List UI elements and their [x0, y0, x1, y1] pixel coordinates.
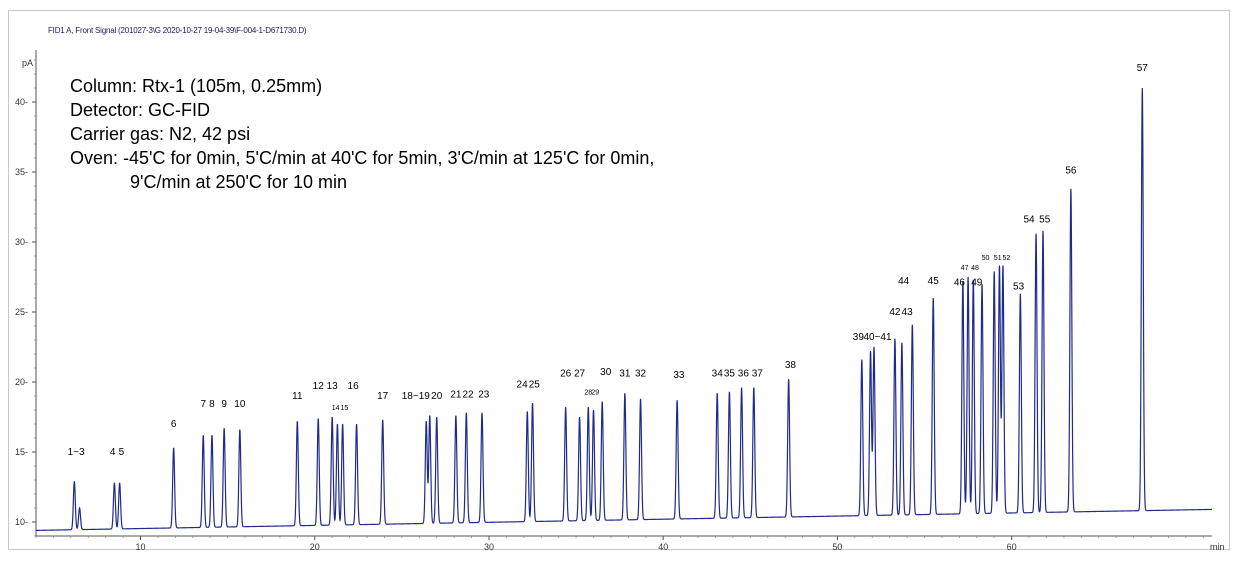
y-axis-unit-label: pA [22, 58, 33, 68]
y-tick-label: 15- [15, 447, 28, 457]
peak-label-56: 56 [1065, 165, 1077, 176]
note-carrier-gas: Carrier gas: N2, 42 psi [70, 124, 251, 144]
x-tick-label: 60 [1007, 542, 1017, 552]
peak-label-7: 7 [200, 399, 206, 410]
peak-label-27: 27 [574, 368, 586, 379]
note-column: Column: Rtx-1 (105m, 0.25mm) [70, 76, 323, 96]
peak-label-51: 51 [994, 255, 1002, 262]
peak-label-14: 14 [332, 405, 340, 412]
peak-label-28: 28 [584, 390, 592, 397]
peak-label-23: 23 [478, 389, 490, 400]
peak-label-31: 31 [619, 368, 631, 379]
peak-label-6: 6 [171, 419, 177, 430]
peak-label-22: 22 [463, 389, 475, 400]
peak-label-49: 49 [971, 277, 983, 288]
peak-label-8: 8 [209, 399, 215, 410]
peak-label-11: 11 [292, 391, 303, 402]
peak-label-26: 26 [560, 368, 572, 379]
y-tick-label: 40- [15, 97, 28, 107]
peak-label-42: 42 [889, 307, 901, 318]
method-annotation: Column: Rtx-1 (105m, 0.25mm) Detector: G… [70, 74, 654, 194]
note-oven-continued: 9'C/min at 250'C for 10 min [130, 172, 347, 192]
peak-label-24: 24 [517, 380, 529, 391]
peak-label-40-41: 40~41 [863, 332, 892, 343]
peak-label-52: 52 [1003, 255, 1011, 262]
peak-label-25: 25 [529, 380, 541, 391]
peak-label-34: 34 [712, 368, 724, 379]
peak-label-5: 5 [119, 447, 125, 458]
peak-label-4: 4 [110, 447, 116, 458]
peak-label-1-3: 1~3 [68, 447, 85, 458]
peak-label-12: 12 [313, 381, 325, 392]
peak-label-47: 47 [961, 265, 969, 272]
peak-label-43: 43 [902, 307, 914, 318]
peak-label-39: 39 [853, 332, 865, 343]
peak-label-17: 17 [377, 391, 389, 402]
y-tick-label: 10- [15, 517, 28, 527]
peak-label-29: 29 [591, 390, 599, 397]
peak-label-48: 48 [971, 265, 979, 272]
note-oven: Oven: -45'C for 0min, 5'C/min at 40'C fo… [70, 148, 655, 168]
peak-label-9: 9 [221, 399, 227, 410]
y-tick-label: 35- [15, 167, 28, 177]
y-tick-label: 30- [15, 237, 28, 247]
peak-label-20: 20 [431, 391, 443, 402]
chart-title: FID1 A, Front Signal (201027-3\G 2020-10… [48, 26, 307, 35]
peak-label-50: 50 [982, 255, 990, 262]
peak-label-30: 30 [600, 367, 612, 378]
plot-frame [8, 10, 1230, 550]
x-tick-label: 40 [658, 542, 668, 552]
peak-label-57: 57 [1137, 63, 1149, 74]
peak-label-36: 36 [738, 368, 750, 379]
peak-label-37: 37 [752, 368, 764, 379]
signal-trace [36, 87, 1212, 531]
x-axis-unit-label: min [1210, 542, 1225, 552]
peak-label-54: 54 [1024, 214, 1036, 225]
peak-label-38: 38 [785, 360, 797, 371]
peak-label-46: 46 [954, 277, 966, 288]
peak-label-44: 44 [898, 276, 910, 287]
peak-label-10: 10 [234, 399, 246, 410]
peak-label-53: 53 [1013, 282, 1025, 293]
peak-label-18-19: 18~19 [402, 391, 431, 402]
peak-label-55: 55 [1039, 214, 1051, 225]
note-detector: Detector: GC-FID [70, 100, 211, 120]
peak-label-21: 21 [450, 389, 462, 400]
peak-label-32: 32 [635, 368, 647, 379]
x-tick-label: 20 [310, 542, 320, 552]
peak-label-33: 33 [673, 370, 685, 381]
peak-label-15: 15 [340, 405, 348, 412]
x-tick-label: 10 [136, 542, 146, 552]
y-tick-label: 20- [15, 377, 28, 387]
peak-label-45: 45 [928, 276, 940, 287]
y-tick-label: 25- [15, 307, 28, 317]
x-tick-label: 50 [832, 542, 842, 552]
peak-label-16: 16 [348, 381, 360, 392]
peak-label-35: 35 [724, 368, 736, 379]
peak-label-13: 13 [327, 381, 339, 392]
x-tick-label: 30 [484, 542, 494, 552]
